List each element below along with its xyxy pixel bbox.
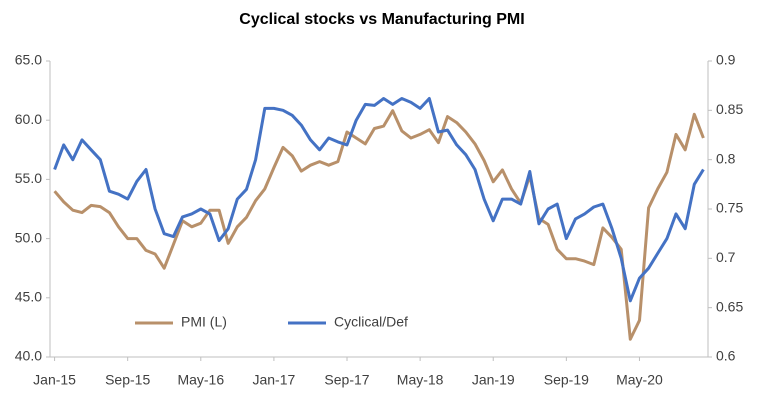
y2-tick-label: 0.7 <box>716 249 736 265</box>
x-tick-label: Sep-19 <box>544 372 589 388</box>
x-tick-label: Sep-17 <box>324 372 369 388</box>
y2-tick-label: 0.85 <box>716 101 743 117</box>
y2-tick-label: 0.75 <box>716 200 743 216</box>
y-tick-label: 45.0 <box>15 289 42 305</box>
y2-tick-label: 0.8 <box>716 150 736 166</box>
y2-tick-label: 0.65 <box>716 298 743 314</box>
legend-label: PMI (L) <box>181 314 227 330</box>
y-tick-label: 60.0 <box>15 111 42 127</box>
y-tick-label: 65.0 <box>15 52 42 68</box>
y-tick-label: 50.0 <box>15 229 42 245</box>
y2-tick-label: 0.6 <box>716 348 736 364</box>
y-tick-label: 40.0 <box>15 348 42 364</box>
x-tick-label: Jan-19 <box>472 372 515 388</box>
x-tick-label: May-18 <box>397 372 444 388</box>
chart-title: Cyclical stocks vs Manufacturing PMI <box>239 11 524 28</box>
x-tick-label: May-20 <box>616 372 663 388</box>
x-tick-label: Sep-15 <box>105 372 150 388</box>
y-tick-label: 55.0 <box>15 170 42 186</box>
series-line <box>53 97 705 303</box>
x-tick-label: Jan-15 <box>33 372 76 388</box>
x-tick-label: May-16 <box>177 372 224 388</box>
legend-label: Cyclical/Def <box>334 314 408 330</box>
y2-tick-label: 0.9 <box>716 52 736 68</box>
x-tick-label: Jan-17 <box>252 372 295 388</box>
series-line <box>53 109 705 341</box>
